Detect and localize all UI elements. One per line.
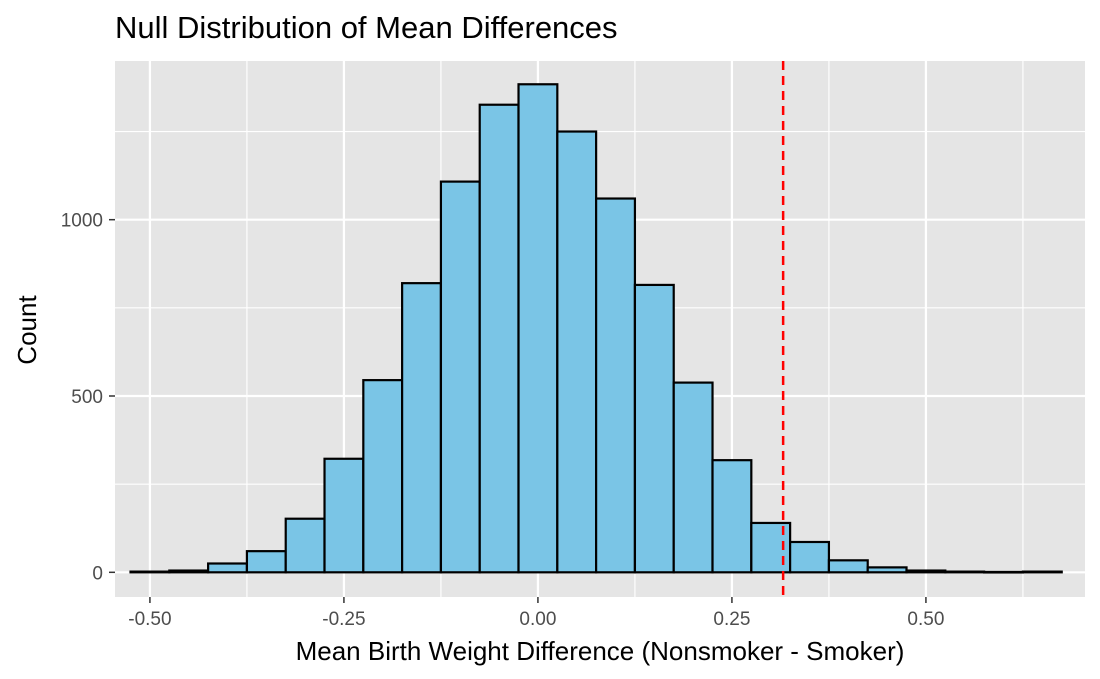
histogram-bar	[983, 570, 1025, 574]
histogram-bar	[323, 457, 365, 574]
histogram-bar	[478, 103, 520, 574]
histogram-bar	[284, 517, 326, 574]
histogram-bar	[789, 540, 831, 574]
histogram-bar	[595, 197, 637, 574]
histogram-bar	[866, 566, 908, 574]
x-axis-title: Mean Birth Weight Difference (Nonsmoker …	[296, 636, 905, 666]
x-tick-label: 0.50	[907, 609, 944, 630]
histogram-bar	[362, 379, 404, 574]
histogram-bar	[944, 570, 986, 574]
y-tick-label: 1000	[61, 211, 103, 232]
histogram-bar	[633, 283, 675, 574]
histogram-bars	[129, 83, 1063, 574]
histogram-bar	[401, 282, 443, 574]
histogram-bar	[439, 180, 481, 574]
y-axis: 0 500 1000	[61, 211, 115, 584]
histogram-bar	[1021, 570, 1063, 574]
histogram-bar	[517, 83, 559, 574]
x-tick-label: 0.25	[713, 609, 750, 630]
x-tick-label: -0.25	[322, 609, 365, 630]
y-tick-label: 0	[92, 563, 103, 584]
histogram-bar	[905, 569, 947, 574]
x-axis: -0.50 -0.25 0.00 0.25 0.50	[128, 597, 944, 630]
x-tick-label: -0.50	[128, 609, 171, 630]
histogram-bar	[245, 550, 287, 574]
histogram-bar	[672, 381, 714, 574]
y-tick-label: 500	[71, 387, 103, 408]
x-tick-label: 0.00	[519, 609, 556, 630]
histogram-bar	[711, 459, 753, 574]
chart-title: Null Distribution of Mean Differences	[115, 10, 618, 45]
histogram-bar	[129, 570, 171, 574]
histogram-bar	[168, 569, 210, 574]
histogram-bar	[556, 130, 598, 574]
y-axis-title: Count	[12, 295, 42, 365]
histogram-bar	[207, 562, 249, 574]
histogram-bar	[827, 559, 869, 574]
